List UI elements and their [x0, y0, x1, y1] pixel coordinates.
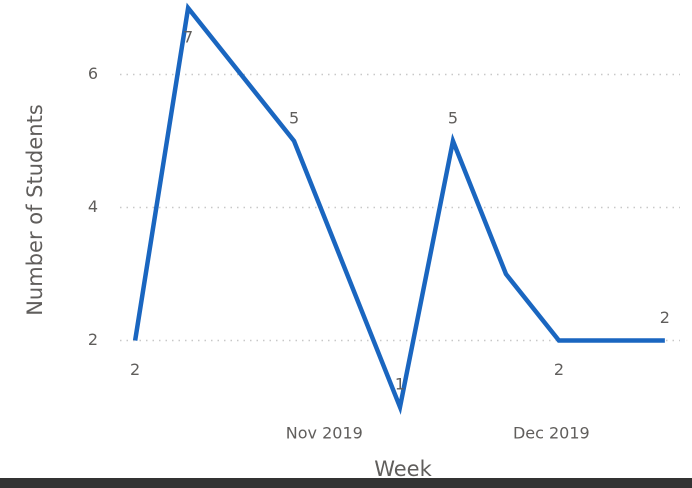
data-label: 2	[554, 360, 564, 379]
y-tick-label: 4	[88, 197, 98, 216]
y-tick-label: 2	[88, 330, 98, 349]
x-tick-label: Dec 2019	[513, 424, 590, 443]
x-axis-label: Week	[374, 457, 432, 481]
data-label: 2	[130, 360, 140, 379]
data-label: 5	[448, 108, 458, 127]
data-label: 7	[183, 27, 193, 46]
data-label: 1	[395, 375, 405, 394]
data-label: 5	[289, 108, 299, 127]
x-tick-label: Nov 2019	[286, 424, 363, 443]
y-tick-label: 6	[88, 64, 98, 83]
data-label: 2	[660, 308, 670, 327]
y-axis-label: Number of Students	[23, 104, 47, 316]
bottom-bar	[0, 478, 692, 488]
line	[132, 2, 665, 415]
